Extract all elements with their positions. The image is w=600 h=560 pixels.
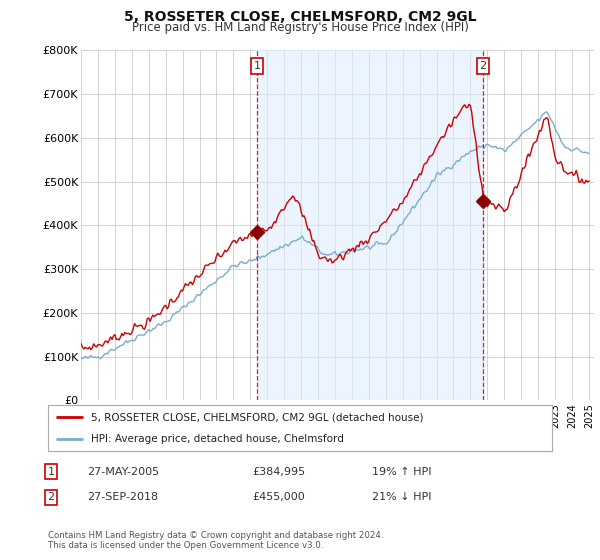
Text: 1: 1: [254, 61, 260, 71]
Text: This data is licensed under the Open Government Licence v3.0.: This data is licensed under the Open Gov…: [48, 541, 323, 550]
Text: 27-MAY-2005: 27-MAY-2005: [87, 466, 159, 477]
Text: 5, ROSSETER CLOSE, CHELMSFORD, CM2 9GL: 5, ROSSETER CLOSE, CHELMSFORD, CM2 9GL: [124, 10, 476, 24]
Text: £455,000: £455,000: [252, 492, 305, 502]
Text: 5, ROSSETER CLOSE, CHELMSFORD, CM2 9GL (detached house): 5, ROSSETER CLOSE, CHELMSFORD, CM2 9GL (…: [91, 412, 424, 422]
Text: Contains HM Land Registry data © Crown copyright and database right 2024.: Contains HM Land Registry data © Crown c…: [48, 531, 383, 540]
Text: £384,995: £384,995: [252, 466, 305, 477]
Bar: [257, 50, 483, 400]
Text: 19% ↑ HPI: 19% ↑ HPI: [372, 466, 431, 477]
Text: 1: 1: [47, 466, 55, 477]
Text: Price paid vs. HM Land Registry's House Price Index (HPI): Price paid vs. HM Land Registry's House …: [131, 21, 469, 34]
Text: 2: 2: [47, 492, 55, 502]
Text: 27-SEP-2018: 27-SEP-2018: [87, 492, 158, 502]
Text: 2: 2: [479, 61, 487, 71]
Text: 21% ↓ HPI: 21% ↓ HPI: [372, 492, 431, 502]
Text: HPI: Average price, detached house, Chelmsford: HPI: Average price, detached house, Chel…: [91, 435, 344, 444]
